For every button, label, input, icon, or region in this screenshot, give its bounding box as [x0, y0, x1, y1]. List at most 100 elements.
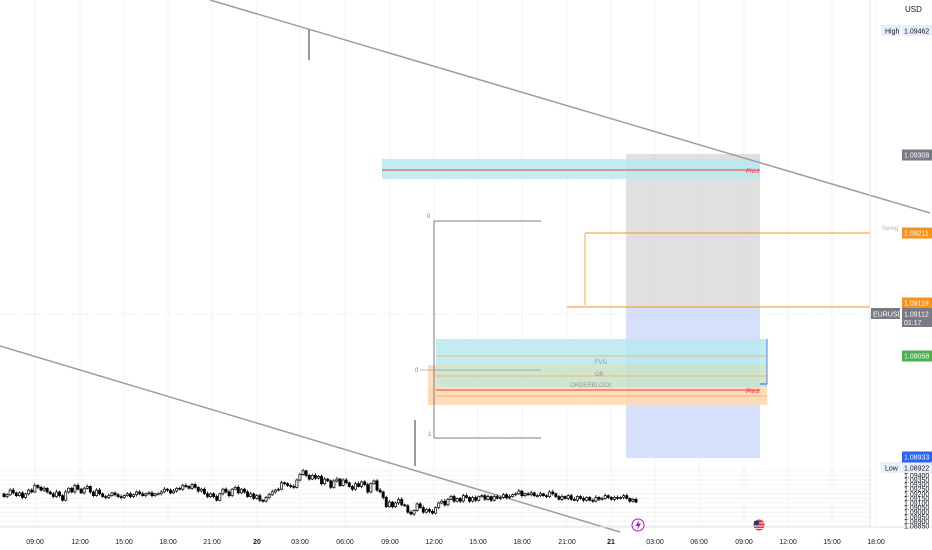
candle — [588, 496, 592, 502]
us-flag-event-icon[interactable] — [752, 518, 766, 532]
candle-body-up — [255, 495, 259, 499]
candle — [224, 487, 228, 494]
x-tick-label: 15:00 — [823, 539, 841, 546]
high-value-bg — [902, 25, 932, 36]
candle — [206, 491, 209, 499]
candle-body-up — [162, 488, 166, 493]
candle — [354, 481, 357, 491]
candle — [252, 492, 256, 501]
candle-body-up — [538, 493, 542, 496]
candle-body-down — [554, 493, 558, 497]
candle-body-up — [566, 495, 570, 499]
candle — [341, 478, 345, 487]
candle — [532, 491, 536, 497]
candle-body-up — [267, 494, 271, 498]
candle — [600, 496, 604, 501]
candle-body-up — [42, 487, 46, 491]
candle — [622, 493, 626, 500]
candle-body-up — [27, 489, 31, 495]
candle — [283, 481, 286, 486]
candle — [582, 496, 586, 503]
candle — [313, 473, 317, 480]
candle-body-up — [486, 496, 490, 500]
candle-body-up — [273, 489, 277, 493]
candle-body-up — [535, 495, 539, 497]
candle — [609, 496, 613, 501]
time-axis[interactable]: 09:00 12:00 15:00 18:00 21:00 20 03:00 06:00 09:… — [26, 539, 885, 546]
lightning-event-icon[interactable] — [631, 518, 645, 532]
candle — [606, 494, 610, 500]
candle — [286, 482, 290, 487]
candle-body-down — [483, 495, 487, 500]
x-tick-label: 12:00 — [71, 539, 89, 546]
candle — [104, 494, 108, 500]
candle-body-down — [347, 482, 351, 487]
candle-body-up — [619, 497, 623, 499]
candle-body-down — [338, 478, 342, 486]
candle-body-up — [67, 487, 71, 493]
y-tick-label: 1.09300 — [904, 482, 929, 489]
candle-body-down — [227, 491, 231, 496]
candle — [471, 495, 475, 503]
candle — [511, 493, 515, 498]
candle-body-down — [390, 501, 394, 508]
candle — [135, 490, 139, 497]
candle-body-down — [98, 489, 102, 495]
candle-body-down — [224, 488, 228, 493]
candle-body-up — [122, 495, 126, 498]
y-tick-label: 1.08850 — [904, 524, 929, 531]
candle-body-up — [8, 489, 12, 496]
candle — [199, 487, 203, 493]
candle — [551, 489, 555, 496]
candle — [489, 495, 493, 503]
candle — [144, 492, 148, 498]
candle — [535, 493, 539, 498]
countdown-bg — [902, 318, 932, 327]
candle-body-down — [128, 493, 132, 497]
candle — [554, 492, 558, 499]
candle-body-up — [323, 478, 327, 485]
y-tick-label: 1.09100 — [904, 501, 929, 508]
candle — [495, 494, 499, 500]
candle — [477, 495, 481, 502]
candle — [468, 496, 471, 503]
candle — [400, 497, 404, 507]
candle — [280, 480, 283, 491]
candle — [113, 491, 117, 497]
candle-body-up — [548, 491, 552, 497]
currency-label: USD — [905, 5, 922, 14]
candle — [486, 494, 490, 501]
candle-body-down — [350, 486, 354, 490]
candle — [326, 477, 330, 483]
annotation-label: 0 — [415, 368, 419, 374]
annotation-label: OB — [595, 372, 604, 378]
y-tick-label: 1.09250 — [904, 487, 929, 494]
candle-body-up — [132, 494, 135, 497]
candle — [27, 488, 31, 496]
candle-body-up — [523, 493, 527, 496]
candle-body-down — [384, 497, 388, 508]
candle-body-up — [415, 503, 419, 511]
candle-body-up — [24, 493, 28, 498]
candle — [394, 501, 397, 508]
price-axis[interactable]: 1.094501.094001.093501.093001.092501.092… — [904, 468, 929, 530]
candle-body-down — [634, 498, 638, 503]
candle — [338, 477, 342, 487]
candle-body-down — [116, 494, 120, 497]
high-value: 1.09462 — [904, 29, 929, 36]
candle — [434, 506, 438, 515]
gray-target-zone — [626, 154, 760, 308]
candle-body-down — [150, 492, 154, 496]
candle — [409, 510, 413, 516]
candle — [246, 490, 250, 499]
candle — [42, 486, 46, 492]
demand-left-zone — [428, 365, 436, 405]
candle-body-down — [202, 488, 206, 495]
candle — [329, 479, 333, 490]
candle-body-down — [283, 482, 286, 485]
candle — [218, 492, 222, 502]
candle — [452, 494, 456, 503]
candle — [172, 489, 176, 494]
high-label-bg — [881, 25, 901, 36]
